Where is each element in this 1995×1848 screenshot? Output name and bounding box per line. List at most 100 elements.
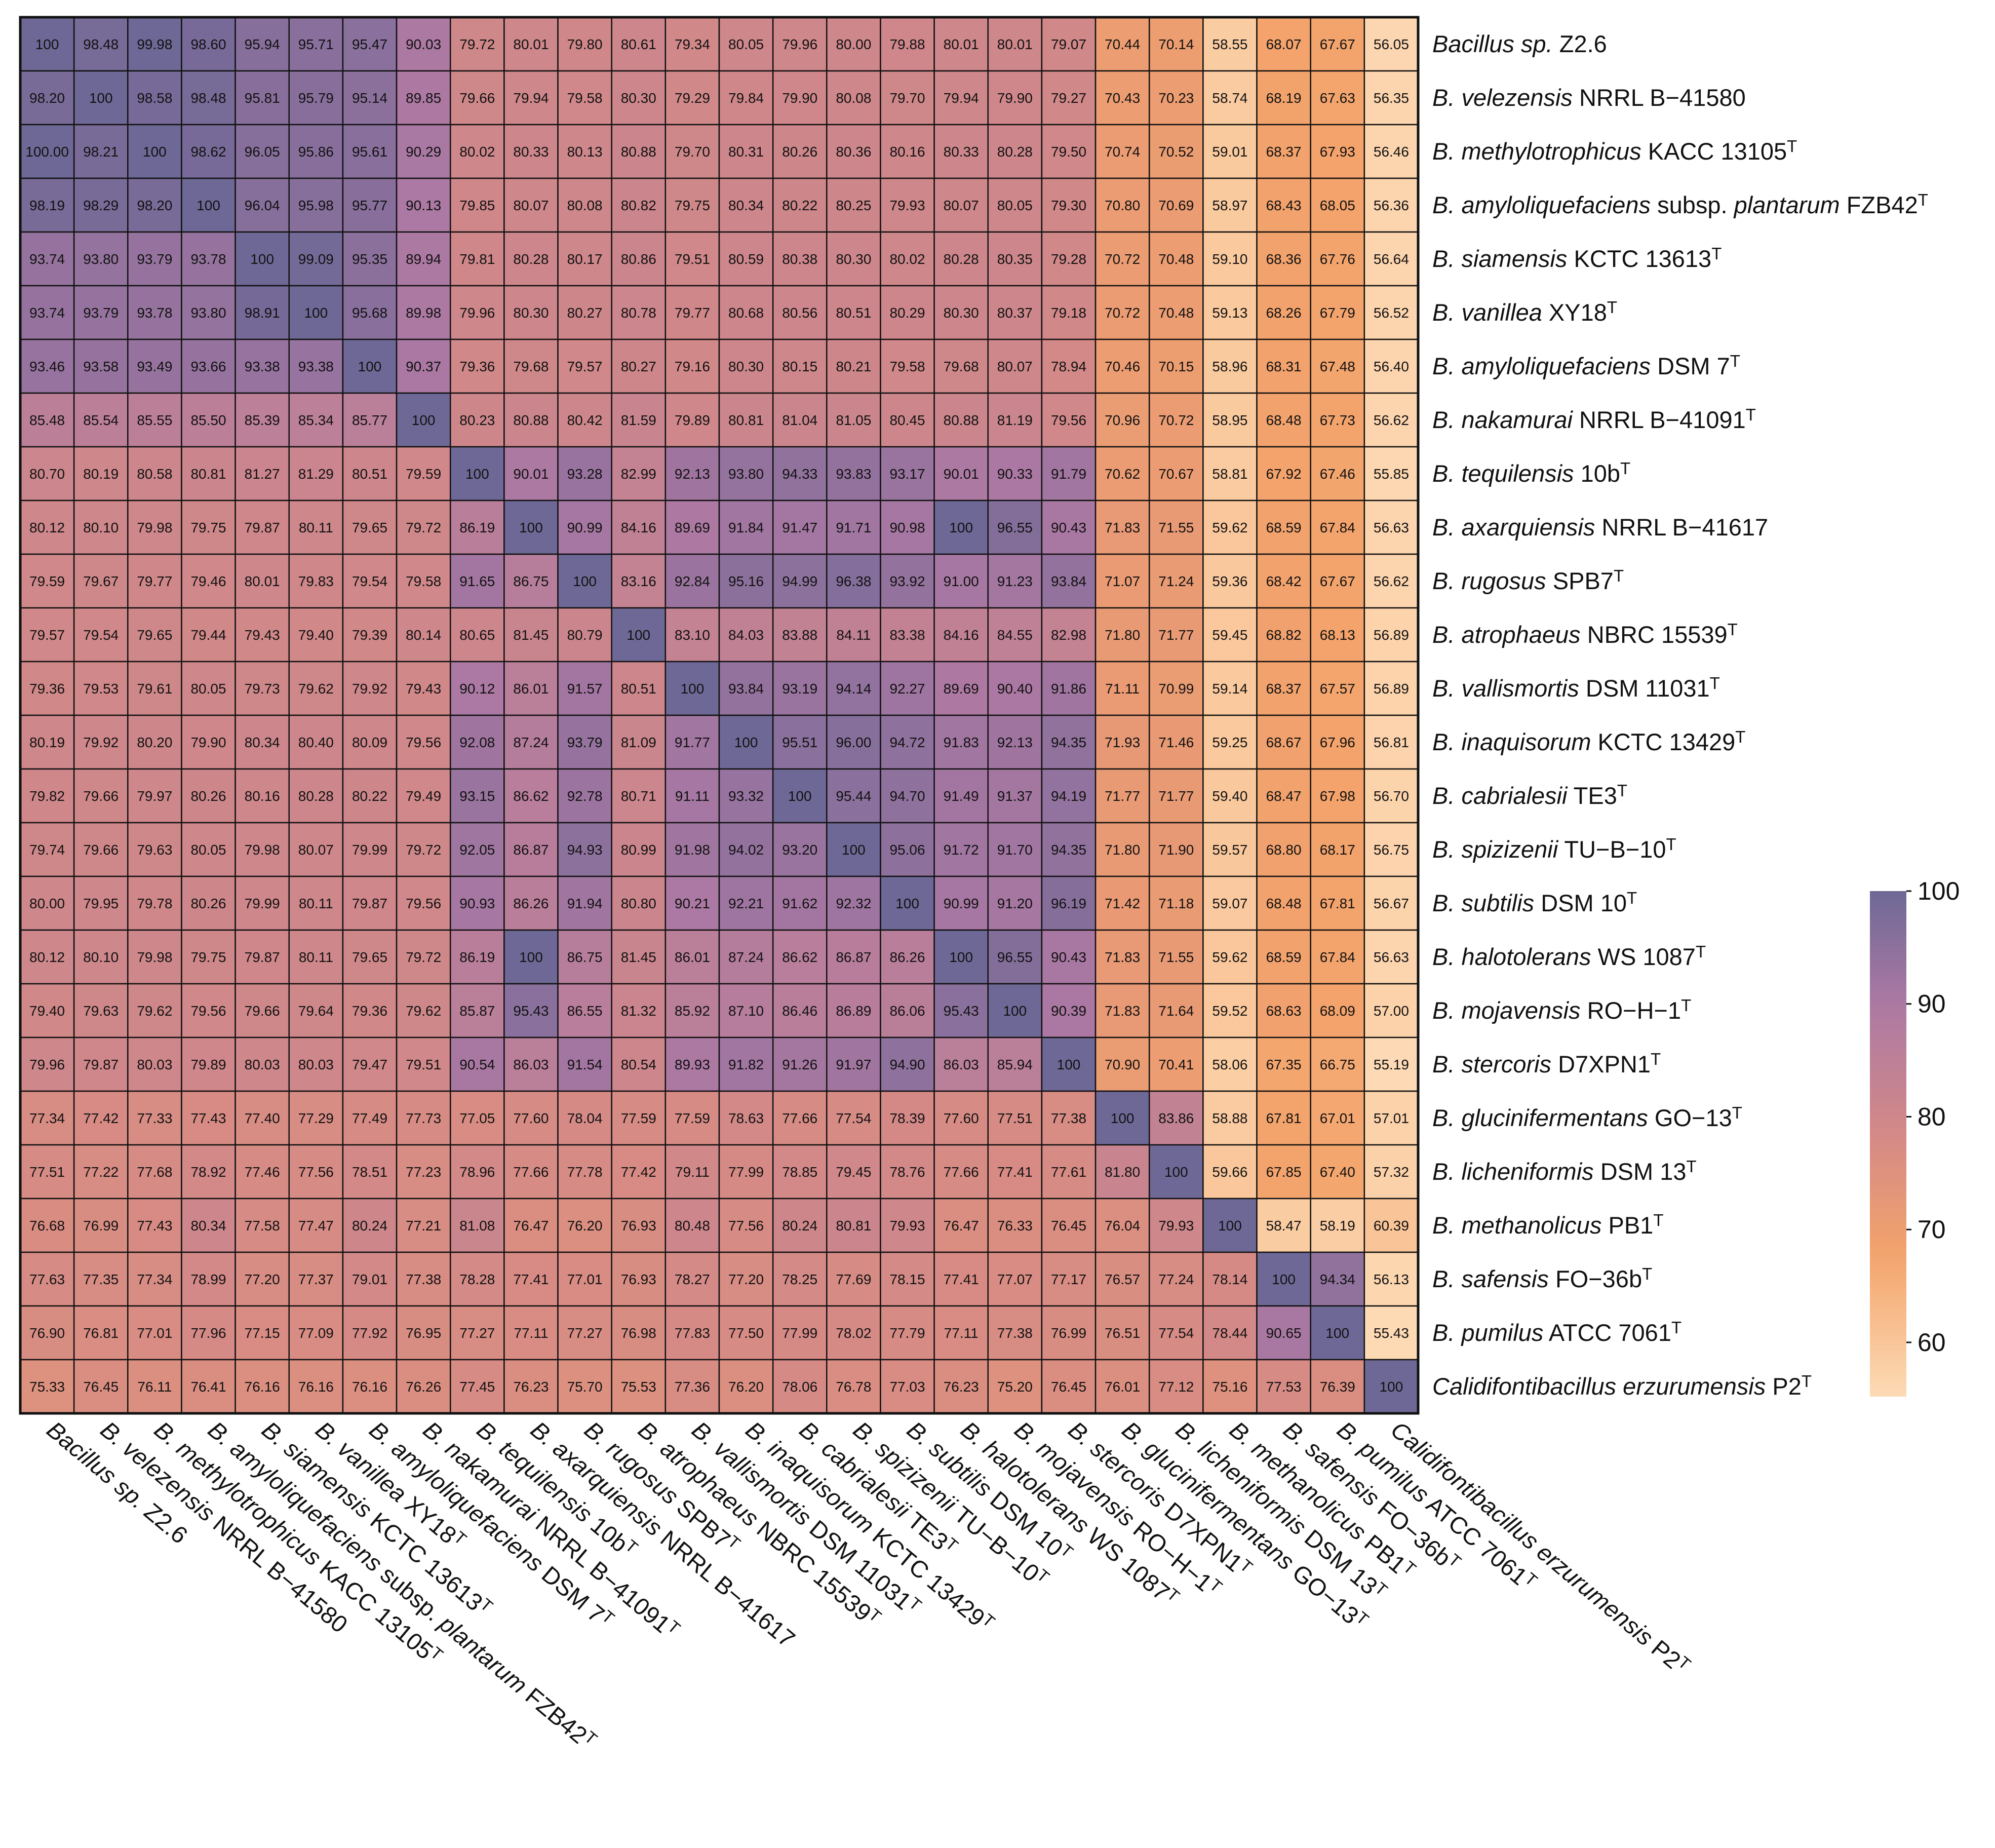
heatmap-cell bbox=[987, 1251, 1043, 1307]
heatmap-cell bbox=[1094, 929, 1150, 985]
heatmap-cell bbox=[718, 1090, 774, 1146]
cell-value-label: 76.95 bbox=[406, 1325, 441, 1341]
cell-value-label: 86.01 bbox=[513, 681, 549, 697]
cell-value-label: 80.34 bbox=[190, 1218, 226, 1234]
heatmap-cell bbox=[1202, 1359, 1258, 1414]
cell-value-label: 80.81 bbox=[836, 1218, 871, 1234]
cell-value-label: 82.98 bbox=[1051, 627, 1086, 643]
cell-value-label: 78.99 bbox=[190, 1272, 226, 1287]
cell-value-label: 77.35 bbox=[83, 1272, 119, 1287]
heatmap-cell bbox=[880, 983, 935, 1038]
row-labels: Bacillus sp. Z2.6 B. velezensis NRRL B−41… bbox=[1432, 30, 1928, 1400]
heatmap-cell bbox=[396, 231, 451, 287]
cell-value-label: 91.83 bbox=[944, 735, 979, 750]
cell-value-label: 94.72 bbox=[889, 735, 925, 750]
heatmap-cell bbox=[396, 1359, 451, 1414]
heatmap-cell bbox=[826, 768, 881, 824]
heatmap-cell bbox=[826, 1305, 881, 1361]
cell-value-label: 79.66 bbox=[245, 1003, 280, 1019]
cell-value-label: 56.63 bbox=[1374, 520, 1409, 535]
cell-value-label: 95.51 bbox=[782, 735, 817, 750]
cell-value-label: 90.54 bbox=[459, 1057, 495, 1072]
cell-value-label: 93.74 bbox=[29, 251, 65, 267]
cell-value-label: 80.88 bbox=[513, 412, 549, 428]
heatmap-cell bbox=[664, 177, 720, 233]
cell-value-label: 91.54 bbox=[567, 1057, 603, 1072]
heatmap-cell bbox=[503, 1144, 559, 1200]
cell-value-label: 77.58 bbox=[245, 1218, 280, 1234]
cell-value-label: 71.42 bbox=[1105, 896, 1140, 911]
heatmap-cell bbox=[342, 392, 398, 448]
cell-value-label: 86.01 bbox=[675, 949, 710, 965]
cell-value-label: 80.16 bbox=[889, 144, 925, 160]
heatmap-cell bbox=[234, 1305, 290, 1361]
cell-value-label: 70.23 bbox=[1158, 90, 1194, 106]
heatmap-cell bbox=[933, 16, 989, 72]
cell-value-label: 80.48 bbox=[675, 1218, 710, 1234]
heatmap-cell bbox=[1202, 1198, 1258, 1253]
heatmap-cell bbox=[772, 1090, 828, 1146]
cell-value-label: 80.25 bbox=[836, 198, 871, 213]
cell-value-label: 93.79 bbox=[83, 305, 119, 321]
cell-value-label: 79.58 bbox=[567, 90, 603, 106]
cell-value-label: 77.27 bbox=[459, 1325, 495, 1341]
heatmap-cell bbox=[772, 499, 828, 555]
row-label: Bacillus sp. Z2.6 bbox=[1432, 30, 1607, 57]
cell-value-label: 71.55 bbox=[1158, 949, 1194, 965]
cell-value-label: 90.33 bbox=[997, 466, 1033, 482]
cell-value-label: 85.50 bbox=[190, 412, 226, 428]
cell-value-label: 58.81 bbox=[1212, 466, 1247, 482]
heatmap-cell bbox=[1256, 661, 1311, 716]
cell-value-label: 77.20 bbox=[245, 1272, 280, 1287]
cell-value-label: 98.62 bbox=[190, 144, 226, 160]
cell-value-label: 76.51 bbox=[1105, 1325, 1140, 1341]
heatmap-cell bbox=[772, 553, 828, 609]
heatmap-cell bbox=[288, 446, 344, 502]
cell-value-label: 71.77 bbox=[1105, 788, 1140, 804]
heatmap-cell bbox=[880, 768, 935, 824]
cell-value-label: 100 bbox=[627, 627, 650, 643]
cell-value-label: 77.37 bbox=[298, 1272, 334, 1287]
heatmap-cell bbox=[611, 1305, 667, 1361]
heatmap-cell bbox=[987, 285, 1043, 340]
heatmap-cell bbox=[1148, 822, 1204, 877]
cell-value-label: 78.92 bbox=[190, 1164, 226, 1180]
cell-value-label: 68.13 bbox=[1320, 627, 1355, 643]
cell-value-label: 96.38 bbox=[836, 573, 871, 589]
heatmap-cell bbox=[181, 1251, 236, 1307]
cell-value-label: 79.65 bbox=[137, 627, 172, 643]
heatmap-cell bbox=[1256, 714, 1311, 770]
cell-value-label: 77.42 bbox=[621, 1164, 656, 1180]
cell-value-label: 77.01 bbox=[137, 1325, 172, 1341]
heatmap-cell bbox=[1363, 124, 1419, 179]
cell-value-label: 87.24 bbox=[728, 949, 764, 965]
cell-value-label: 79.54 bbox=[83, 627, 119, 643]
cell-value-label: 77.83 bbox=[675, 1325, 710, 1341]
heatmap-cell bbox=[503, 661, 559, 716]
cell-value-label: 79.66 bbox=[459, 90, 495, 106]
cell-value-label: 79.63 bbox=[83, 1003, 119, 1019]
heatmap-cell bbox=[288, 661, 344, 716]
cell-value-label: 100 bbox=[250, 251, 274, 267]
cell-value-label: 79.49 bbox=[406, 788, 441, 804]
heatmap-cell bbox=[342, 714, 398, 770]
cell-value-label: 92.84 bbox=[675, 573, 710, 589]
heatmap-cell bbox=[664, 1090, 720, 1146]
heatmap-cell bbox=[557, 929, 612, 985]
cell-value-label: 80.22 bbox=[352, 788, 387, 804]
cell-value-label: 86.87 bbox=[513, 842, 549, 858]
cell-value-label: 77.60 bbox=[513, 1110, 549, 1126]
heatmap-cell bbox=[73, 661, 129, 716]
heatmap-cell bbox=[1363, 338, 1419, 394]
heatmap-cell bbox=[503, 16, 559, 72]
cell-value-label: 87.24 bbox=[513, 735, 549, 750]
heatmap-cell bbox=[73, 1251, 129, 1307]
cell-value-label: 91.70 bbox=[997, 842, 1033, 858]
cell-value-label: 77.03 bbox=[889, 1379, 925, 1395]
cell-value-label: 100 bbox=[949, 949, 973, 965]
cell-value-label: 71.64 bbox=[1158, 1003, 1194, 1019]
heatmap-cell bbox=[19, 285, 75, 340]
cell-value-label: 80.13 bbox=[567, 144, 603, 160]
cell-value-label: 77.43 bbox=[190, 1110, 226, 1126]
cell-value-label: 93.78 bbox=[190, 251, 226, 267]
